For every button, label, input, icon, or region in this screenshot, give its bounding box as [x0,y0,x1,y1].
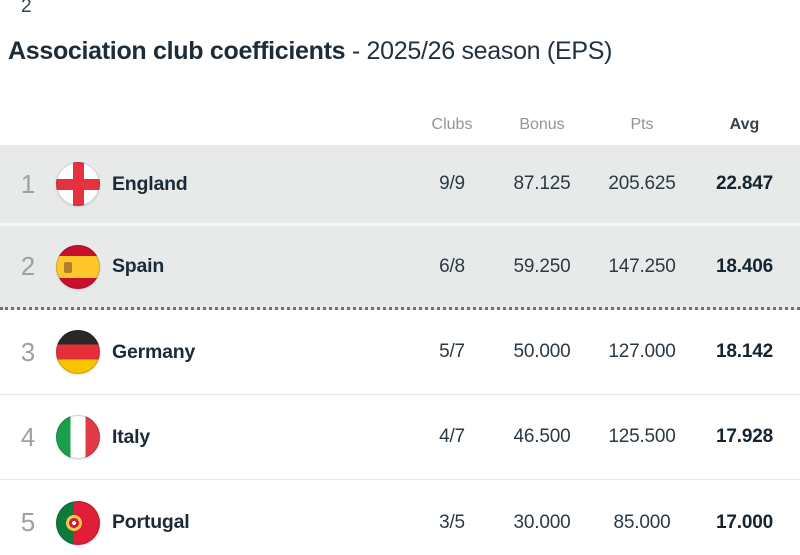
page-title: Association club coefficients - 2025/26 … [8,38,800,64]
pts-value: 147.250 [608,255,676,277]
clubs-value: 5/7 [439,341,465,362]
bonus-value: 59.250 [513,255,571,277]
pts-value: 85.000 [613,511,671,533]
england-flag-icon [56,162,100,206]
table-row[interactable]: 5 Portugal 3/5 30.000 85.000 17.000 [0,480,800,555]
clubs-value: 3/5 [439,511,465,533]
avg-value: 18.142 [716,341,773,362]
table-row[interactable]: 2 Spain 6/8 59.250 147.250 18.406 [0,226,800,310]
column-header-bonus: Bonus [519,116,565,133]
rank: 1 [20,168,36,199]
flag-emblem [64,261,72,273]
country-name: Germany [112,340,196,363]
coefficients-table: Clubs Bonus Pts Avg 1 England 9/9 87.125… [0,105,800,555]
country-name: England [112,172,188,195]
country-name: Italy [112,425,151,448]
pts-value: 205.625 [608,173,676,194]
rank: 5 [20,507,36,537]
column-header-pts: Pts [630,116,654,133]
avg-value: 22.847 [716,173,773,194]
clubs-value: 6/8 [439,255,465,277]
rank: 3 [20,336,36,367]
avg-value: 18.406 [716,255,773,277]
page-title-suffix: - 2025/26 season (EPS) [351,37,613,65]
clubs-value: 9/9 [439,173,465,194]
flag-emblem [66,514,82,531]
rank: 4 [20,421,36,452]
bonus-value: 46.500 [513,426,571,447]
germany-flag-icon [56,330,100,374]
portugal-flag-icon [56,500,100,545]
table-body: 1 England 9/9 87.125 205.625 22.847 2 Sp… [0,145,800,555]
spain-flag-icon [56,244,100,289]
page-title-main: Association club coefficients [8,37,346,65]
bonus-value: 87.125 [513,173,571,194]
avg-value: 17.928 [716,426,773,447]
italy-flag-icon [56,415,100,459]
column-header-avg: Avg [729,116,760,133]
table-row[interactable]: 4 Italy 4/7 46.500 125.500 17.928 [0,395,800,480]
rank: 2 [20,251,36,281]
table-row[interactable]: 1 England 9/9 87.125 205.625 22.847 [0,145,800,226]
table-header-row: Clubs Bonus Pts Avg [0,105,800,145]
bonus-value: 30.000 [513,511,571,533]
pts-value: 127.000 [608,341,676,362]
bonus-value: 50.000 [513,341,571,362]
avg-value: 17.000 [716,511,773,533]
table-row[interactable]: 3 Germany 5/7 50.000 127.000 18.142 [0,310,800,395]
country-name: Spain [112,255,165,277]
column-header-clubs: Clubs [431,116,473,133]
pts-value: 125.500 [608,426,676,447]
clipped-text-top-left: 2 [21,0,32,17]
country-name: Portugal [112,511,190,533]
clubs-value: 4/7 [439,426,465,447]
